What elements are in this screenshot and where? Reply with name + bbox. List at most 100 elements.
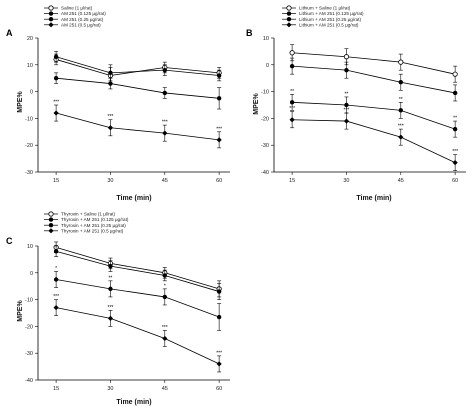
panel-c-x-tick-label: 45: [162, 386, 168, 392]
panel-a-series-2: [53, 51, 222, 82]
panel-c-significance-label: ***: [108, 305, 114, 311]
panel-c-series-3-point: [53, 277, 59, 282]
panel-a-legend: Saline (1 µl/rat)AM 251 (0.125 µg/rat)AM…: [44, 5, 106, 28]
panel-a-series-2-point: [53, 54, 59, 59]
panel-c-significance-label: **: [108, 275, 112, 281]
panel-c-significance-label: ***: [216, 350, 222, 356]
panel-c-legend-marker: [48, 228, 54, 234]
panel-b-series-1-line: [292, 52, 456, 75]
panel-c-series-2-point: [53, 249, 59, 254]
panel-c-legend-entry: Thyroxin + AM 251 (0.125 µg/rat): [61, 217, 129, 222]
panel-b-series-3-point: [289, 100, 295, 105]
panel-c: C Time (min) MPE% -40 -30 -20 -10 0 10 15 30 45 6…: [6, 211, 230, 406]
panel-c-x-tick-label: 15: [53, 386, 59, 392]
panel-a-label: A: [6, 28, 13, 38]
panel-b-legend-entry: Lithium + AM 251 (0.5 µg/rat): [299, 22, 359, 27]
panel-a-y-tick-label: -30: [25, 170, 33, 176]
panel-b-series-1-point: [452, 71, 458, 77]
panel-a-series-4-point: [216, 137, 222, 143]
panel-a-series-3-point: [162, 90, 167, 96]
panel-a-series-3-point: [53, 76, 59, 81]
panel-b-y-tick-label: -40: [261, 170, 269, 176]
panel-c-y-tick-label: -20: [25, 324, 33, 330]
panel-b-x-tick-label: 45: [398, 178, 404, 184]
panel-b-x-tick-label: 30: [343, 178, 349, 184]
panel-a-legend-entry: AM 251 (0.25 µg/rat): [61, 17, 104, 22]
panel-a: A Time (min) MPE% -30 -20 -10 0 10 20 15 30 45 60…: [6, 5, 230, 202]
panel-b-y-tick-label: -20: [261, 116, 269, 122]
panel-c-y-tick-label: -30: [25, 351, 33, 357]
panel-a-series-2-point: [216, 73, 222, 78]
panel-a-legend-marker: [48, 11, 54, 16]
panel-c-series-1-line: [55, 246, 220, 290]
panel-a-series-4-point: [162, 130, 168, 136]
panel-b-legend-marker: [286, 17, 292, 22]
panel-c-series-4-point: [53, 305, 59, 311]
panel-b-legend-marker: [286, 5, 292, 11]
panel-b: B Time (min) MPE% -40 -30 -20 -10 0 10 15 30 45 6…: [246, 5, 466, 202]
panel-a-legend-entry: Saline (1 µl/rat): [61, 6, 93, 11]
panel-a-legend-entry: AM 251 (0.125 µg/rat): [61, 11, 106, 16]
panel-c-significance-label: *: [164, 283, 166, 289]
panel-a-series-2-line: [55, 56, 220, 76]
panel-c-label: C: [6, 236, 13, 246]
panel-a-series-1: [53, 53, 222, 84]
panel-b-series-2-line: [292, 65, 456, 94]
panel-c-series-2-point: [108, 263, 113, 269]
panel-b-series-1-point: [289, 50, 295, 56]
panel-b-series-3-point: [398, 108, 403, 113]
panel-b-significance-label: **: [453, 116, 457, 122]
panel-a-significance-label: ***: [162, 120, 168, 126]
panel-c-y-tick-label: -10: [25, 298, 33, 304]
panel-b-series-4-point: [343, 118, 350, 124]
panel-b-significance-label: **: [290, 89, 294, 95]
panel-a-y-tick-label: -10: [25, 116, 33, 122]
panel-c-series-2: [53, 245, 222, 300]
panel-b-y-tick-label: 0: [266, 63, 269, 69]
panel-b-significance-label: **: [399, 97, 403, 103]
panel-c-legend-entry: Thyroxin + AM 251 (0.25 µg/rat): [61, 223, 126, 228]
panel-a-y-axis-label: MPE%: [17, 91, 24, 113]
panel-a-x-tick-label: 30: [107, 178, 113, 184]
panel-b-x-tick-label: 15: [289, 178, 295, 184]
panel-c-series-3: ****: [53, 266, 222, 331]
panel-b-legend-entry: Lithium + AM 251 (0.125 µg/rat): [299, 11, 364, 16]
panel-c-significance-label: ***: [162, 325, 168, 331]
panel-b-label: B: [246, 28, 253, 38]
panel-b-series-4: *** *** *** ***: [289, 106, 458, 171]
panel-c-significance-label: ***: [53, 294, 59, 300]
panel-a-series-4-point: [53, 110, 59, 116]
panel-c-series-2-point: [162, 273, 167, 278]
panel-c-series-3-point: [216, 314, 222, 320]
panel-a-legend-marker: [48, 17, 54, 22]
panel-a-series-4-line: [56, 112, 220, 141]
panel-b-series-3-line: [292, 101, 456, 130]
panel-b-significance-label: ***: [398, 124, 404, 130]
panel-a-x-tick-label: 15: [53, 178, 59, 184]
panel-c-series-3-point: [108, 286, 113, 292]
panel-c-series-1: [53, 241, 222, 298]
panel-b-x-tick-label: 60: [452, 178, 458, 184]
panel-b-series-2-point: [289, 63, 295, 69]
panel-a-y-tick-label: 0: [30, 90, 33, 96]
panel-a-x-axis-label: Time (min): [116, 195, 151, 202]
panel-c-series-4-point: [216, 361, 222, 367]
panel-c-x-tick-label: 30: [107, 386, 113, 392]
panel-b-series-3: ** ******: [289, 89, 458, 138]
panel-b-legend-entry: Lithium + AM 251 (0.25 µg/rat): [299, 17, 361, 22]
panel-a-series-3-point: [216, 96, 222, 101]
panel-b-legend: Lithium + Saline (1 µl/rat)Lithium + AM …: [282, 5, 364, 28]
panel-a-legend-entry: AM 251 (0.5 µg/rat): [61, 22, 101, 27]
panel-b-series-4-point: [452, 160, 458, 166]
panel-a-series-3-line: [56, 77, 220, 99]
panel-c-y-tick-label: 10: [27, 244, 33, 250]
panel-c-series-4-point: [107, 315, 114, 321]
panel-a-x-tick-label: 45: [162, 178, 168, 184]
panel-b-significance-label: **: [344, 91, 348, 97]
panel-c-legend-marker: [48, 223, 54, 228]
panel-c-legend-entry: Thyroxin + AM 251 (0.5 µg/rat): [61, 228, 124, 233]
panel-b-significance-label: ***: [344, 108, 350, 114]
panel-a-y-tick-label: -20: [25, 143, 33, 149]
